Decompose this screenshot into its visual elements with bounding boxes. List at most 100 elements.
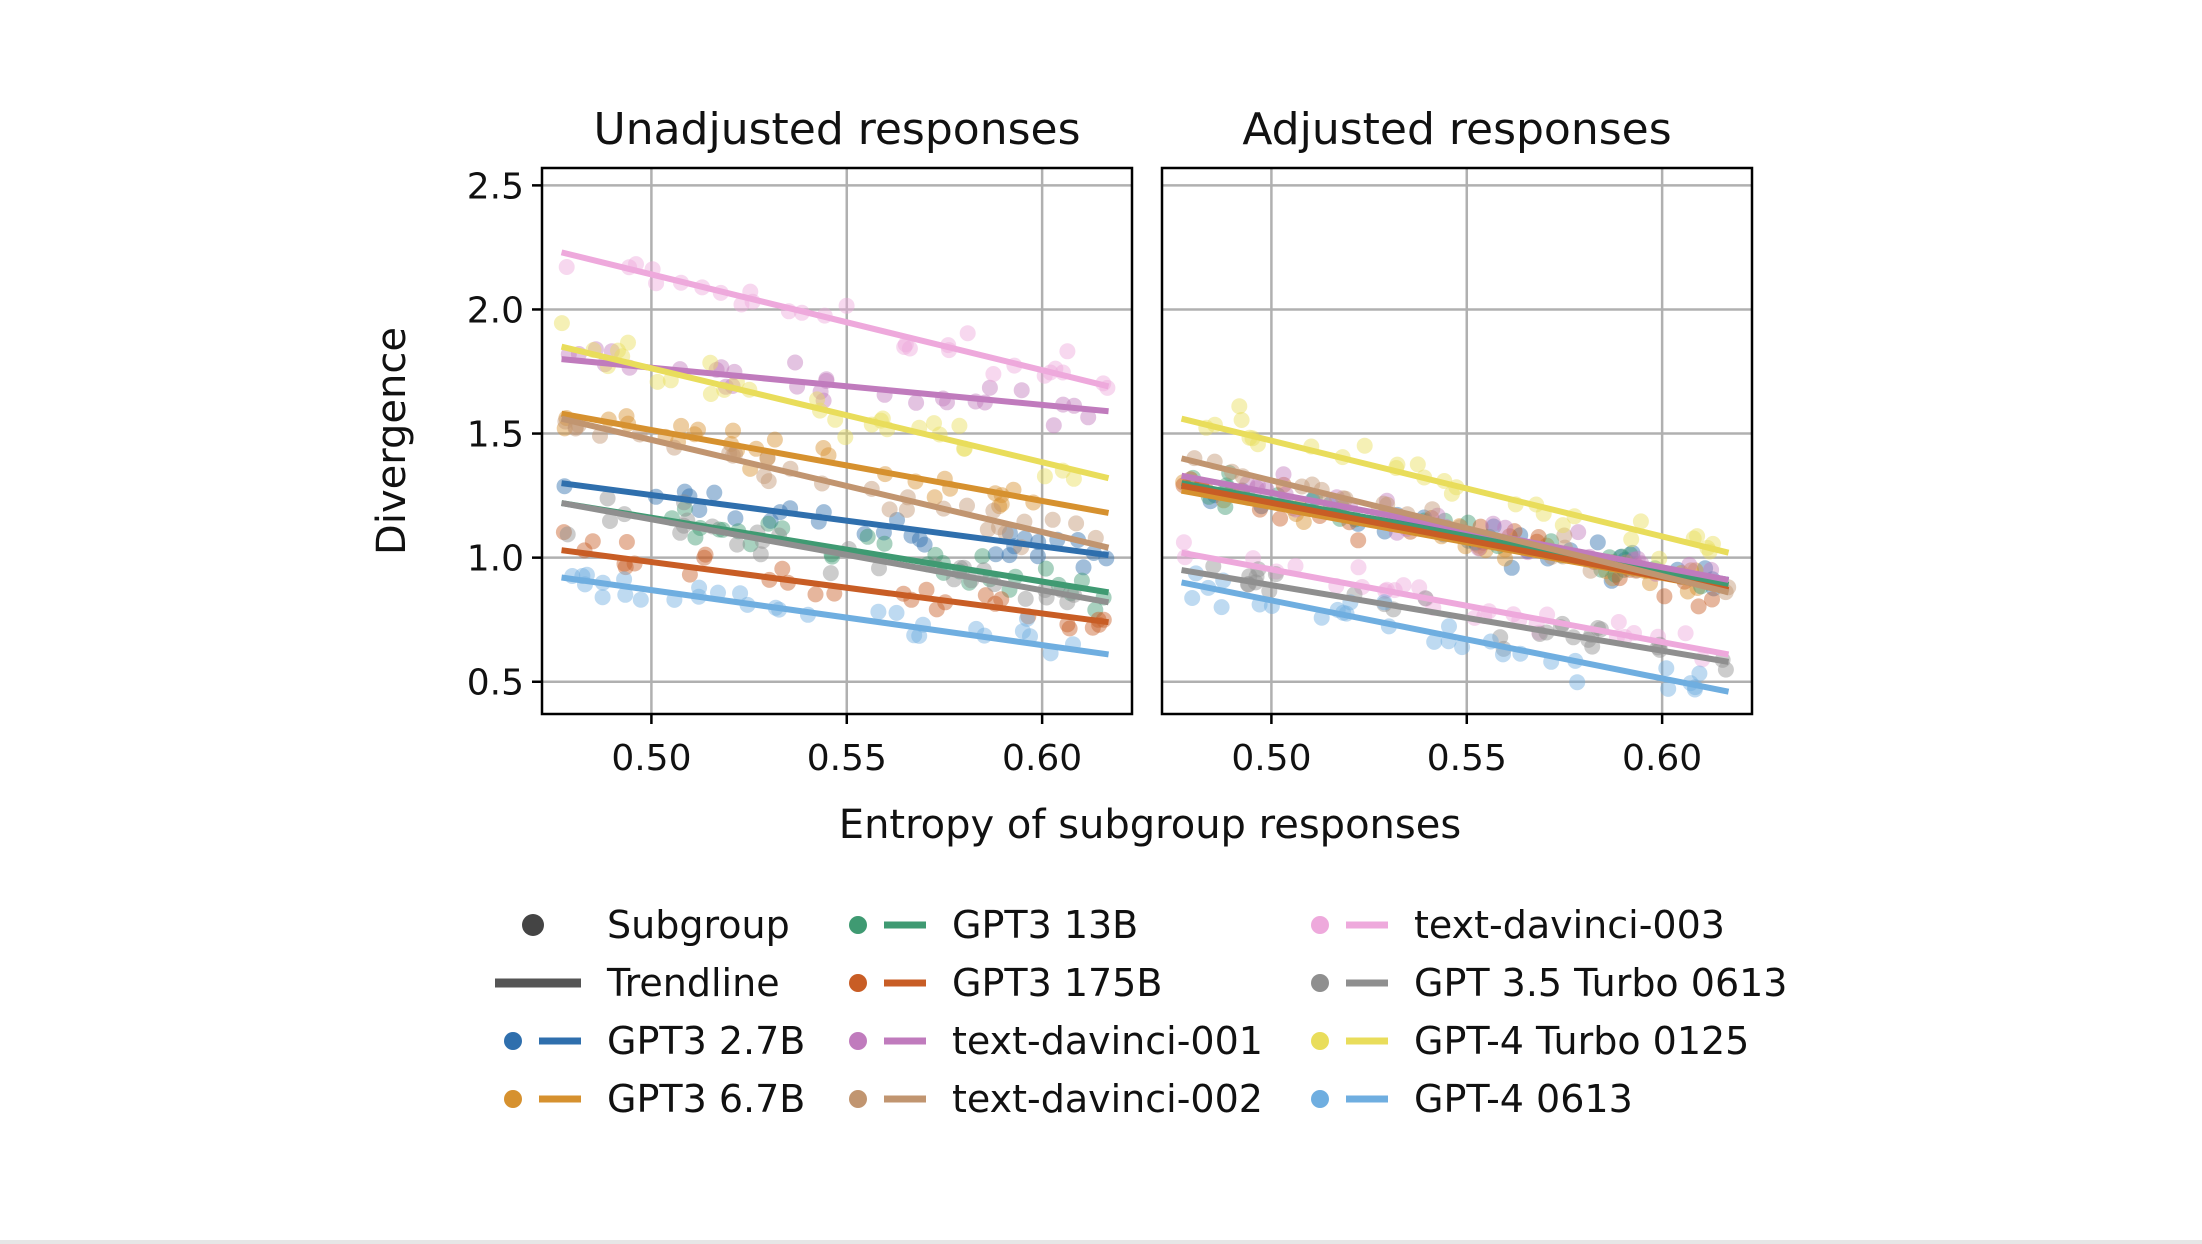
subgroup-point bbox=[760, 515, 777, 532]
subgroup-point bbox=[725, 422, 741, 439]
subgroup-point bbox=[727, 510, 744, 527]
subgroup-point bbox=[1492, 629, 1509, 646]
subgroup-point bbox=[993, 496, 1010, 513]
trendline bbox=[561, 480, 1109, 559]
trendline bbox=[1181, 567, 1730, 665]
subgroup-point bbox=[766, 431, 783, 448]
subgroup-point bbox=[918, 581, 935, 598]
subgroup-point bbox=[1658, 660, 1675, 677]
x-tick-label: 0.55 bbox=[1427, 738, 1507, 779]
subgroup-point bbox=[991, 498, 1008, 515]
axes-frame bbox=[540, 166, 1134, 716]
subgroup-point bbox=[1395, 577, 1412, 594]
subgroup-point bbox=[1084, 619, 1101, 636]
subgroup-point bbox=[1350, 532, 1367, 549]
legend-marker bbox=[1311, 1090, 1329, 1108]
legend-marker bbox=[1311, 1032, 1329, 1050]
subgroup-point bbox=[697, 546, 714, 563]
legend-entry: GPT-4 Turbo 0125 bbox=[1311, 1019, 1749, 1063]
subgroup-point bbox=[997, 524, 1014, 541]
subgroup-point bbox=[1704, 591, 1720, 608]
subgroup-point bbox=[1272, 510, 1289, 527]
legend-entry: Subgroup bbox=[522, 903, 790, 947]
legend-label: Trendline bbox=[606, 961, 780, 1005]
subgroup-point bbox=[1059, 616, 1076, 633]
legend-label: text-davinci-003 bbox=[1414, 903, 1725, 947]
legend-entry: GPT3 2.7B bbox=[504, 1019, 805, 1063]
subgroup-point bbox=[1275, 466, 1292, 483]
trendline bbox=[1180, 415, 1730, 556]
subgroup-point bbox=[987, 546, 1004, 563]
x-tick-label: 0.60 bbox=[1622, 738, 1702, 779]
subgroup-point bbox=[1029, 548, 1046, 565]
subgroup-point bbox=[876, 535, 893, 552]
subgroup-point bbox=[1175, 534, 1192, 551]
subgroup-point bbox=[1485, 518, 1502, 535]
y-tick-label: 1.0 bbox=[467, 539, 524, 580]
subgroup-point bbox=[901, 340, 918, 357]
subgroup-point bbox=[977, 587, 994, 604]
subgroup-point bbox=[911, 531, 928, 548]
trendline bbox=[561, 574, 1109, 658]
subgroup-point bbox=[1068, 515, 1085, 532]
trendlines bbox=[560, 249, 1110, 658]
subgroup-point bbox=[555, 524, 572, 541]
subgroup-point bbox=[752, 546, 769, 563]
y-axis-label: Divergence bbox=[369, 327, 415, 555]
subgroup-point bbox=[1184, 590, 1201, 606]
subgroup-point bbox=[599, 490, 616, 507]
subgroup-point bbox=[1424, 501, 1441, 518]
subgroup-point bbox=[896, 339, 913, 355]
subgroup-point bbox=[594, 589, 611, 606]
y-tick-label: 1.5 bbox=[467, 415, 524, 456]
legend-label: GPT 3.5 Turbo 0613 bbox=[1414, 961, 1787, 1005]
subgroup-point bbox=[1287, 557, 1304, 574]
legend-entry: GPT3 175B bbox=[849, 961, 1162, 1005]
subgroup-point bbox=[1497, 550, 1513, 567]
subgroup-point bbox=[1409, 456, 1426, 473]
subgroup-point bbox=[1603, 572, 1620, 589]
subgroup-point bbox=[1217, 499, 1234, 515]
subgroup-point bbox=[959, 497, 975, 514]
trendline bbox=[561, 500, 1110, 606]
subgroup-point bbox=[1556, 527, 1573, 544]
subgroup-point bbox=[1691, 665, 1708, 682]
subgroup-point bbox=[610, 342, 626, 359]
legend-marker bbox=[522, 914, 544, 936]
subgroup-point bbox=[1245, 550, 1262, 567]
axes-frame bbox=[1160, 166, 1754, 716]
legend-entry: text-davinci-002 bbox=[849, 1077, 1263, 1121]
trendline bbox=[1180, 549, 1730, 658]
subgroup-point bbox=[1350, 559, 1367, 576]
subgroup-point bbox=[837, 429, 854, 446]
subgroup-point bbox=[1441, 618, 1457, 635]
y-tick-label: 0.5 bbox=[467, 663, 524, 704]
panel-adjusted: Adjusted responses 0.50 0.55 0.60 bbox=[1160, 104, 1754, 779]
subgroup-point bbox=[553, 315, 570, 332]
subgroup-point bbox=[815, 392, 832, 409]
x-tick-label: 0.55 bbox=[807, 738, 887, 779]
subgroup-point bbox=[916, 536, 933, 553]
subgroup-point bbox=[1426, 633, 1443, 650]
subgroup-point bbox=[1295, 514, 1312, 530]
legend-label: text-davinci-002 bbox=[952, 1077, 1263, 1121]
subgroup-point bbox=[1717, 661, 1734, 678]
subgroup-point bbox=[676, 483, 693, 500]
subgroup-point bbox=[959, 325, 976, 342]
subgroup-point bbox=[592, 427, 608, 444]
subgroup-point bbox=[1080, 409, 1097, 426]
subgroup-point bbox=[687, 529, 704, 546]
subgroup-point bbox=[760, 473, 777, 490]
subgroup-point bbox=[602, 513, 618, 529]
legend-label: GPT3 175B bbox=[952, 961, 1162, 1005]
subgroup-point bbox=[1589, 534, 1606, 551]
subgroup-point bbox=[617, 586, 634, 603]
subgroup-point bbox=[702, 354, 719, 371]
subgroup-point bbox=[1554, 517, 1571, 534]
subgroup-point bbox=[729, 536, 746, 553]
trendline bbox=[1180, 579, 1730, 695]
bottom-border bbox=[0, 1240, 2202, 1244]
subgroup-point bbox=[1001, 525, 1018, 542]
subgroup-point bbox=[1503, 559, 1520, 576]
legend-label: text-davinci-001 bbox=[952, 1019, 1263, 1063]
